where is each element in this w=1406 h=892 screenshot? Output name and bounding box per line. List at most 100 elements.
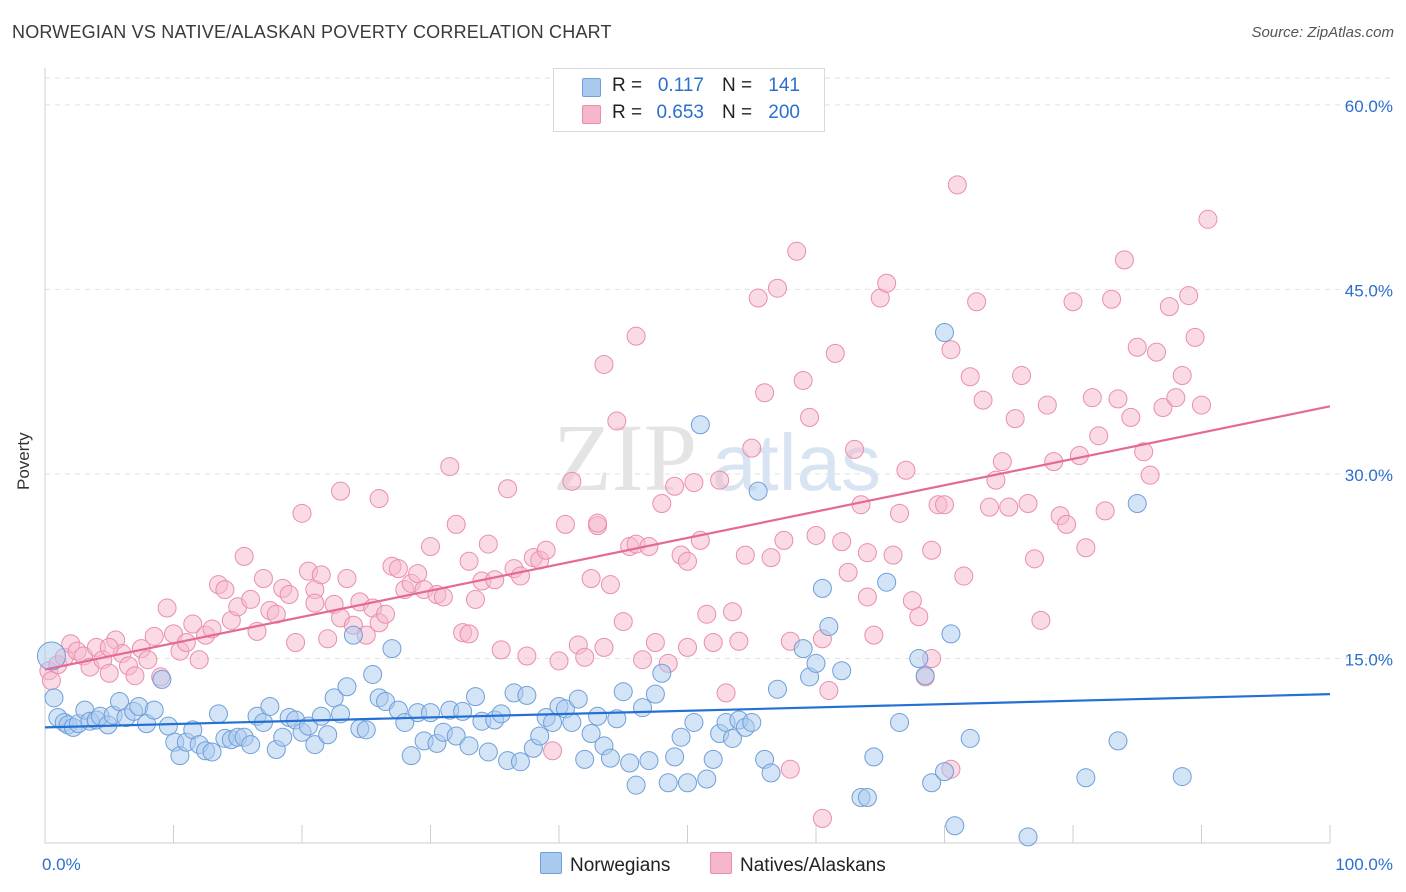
native-point [755,383,775,403]
native-point [305,593,325,613]
norwegian-point [767,679,787,699]
norwegian-point [742,712,762,732]
native-point [967,292,987,312]
norwegian-point [382,639,402,659]
legend-r-value: 0.117 [657,75,704,96]
native-point [787,241,807,261]
native-point [800,407,820,427]
native-point [536,540,556,560]
native-point [581,569,601,589]
legend-n-value: 141 [768,75,800,96]
legend-r-label: R = [612,75,643,96]
native-point [845,439,865,459]
native-point [331,481,351,501]
norwegian-point [890,712,910,732]
native-point [710,470,730,490]
norwegian-point [152,669,172,689]
native-point [613,612,633,632]
native-point [806,525,826,545]
native-point [960,367,980,387]
native-point [1012,366,1032,386]
native-point [1185,327,1205,347]
norwegian-point [581,724,601,744]
norwegian-point [331,704,351,724]
native-point [761,548,781,568]
native-point [138,650,158,670]
native-point [1134,442,1154,462]
bottom-legend-swatch-natives [710,852,732,874]
native-point [857,587,877,607]
norwegian-point [793,639,813,659]
legend-n-label: N = [722,75,753,96]
native-point [1114,250,1134,270]
norwegian-point [633,698,653,718]
native-point [440,457,460,477]
norwegian-point [678,773,697,793]
native-point [549,651,569,671]
native-point [767,278,787,298]
norwegian-point [588,706,608,726]
native-point [838,562,858,582]
native-point [722,602,742,622]
native-point [652,493,672,513]
norwegian-point [684,712,704,732]
native-point [1018,493,1038,513]
norwegian-point [620,753,640,773]
norwegian-point [562,712,582,732]
norwegian-point [941,624,961,644]
norwegian-point [465,687,485,707]
norwegian-point [36,641,66,671]
native-point [279,585,299,605]
native-point [99,663,119,683]
native-point [543,741,563,761]
native-point [594,637,614,657]
native-point [678,637,697,657]
native-point [41,671,61,691]
norwegian-point [748,481,768,501]
native-point [999,497,1019,517]
norwegian-point [318,725,338,745]
norwegian-point [273,727,293,747]
norwegian-point [864,747,884,767]
norwegian-point [311,706,331,726]
native-point [1121,407,1141,427]
norwegian-point [208,704,228,724]
norwegian-point [697,769,717,789]
norwegian-point [761,763,781,783]
legend-row-norwegians: R = 0.117 N = 141 [554,74,824,100]
native-point [992,452,1012,472]
native-point [286,632,306,652]
native-point [1005,409,1025,429]
norwegian-point [806,653,826,673]
native-point [1024,549,1044,569]
native-point [600,575,620,595]
native-point [1057,514,1077,534]
norwegian-point [478,742,498,762]
norwegian-point [510,752,530,772]
norwegian-point [1127,493,1147,513]
native-point [729,631,749,651]
norwegian-point [600,748,620,768]
norwegian-point [343,625,363,645]
native-point [433,587,453,607]
native-point [941,340,961,360]
native-point [645,632,665,652]
native-point [1179,286,1199,306]
native-point [189,650,209,670]
legend-swatch-norwegians [582,78,601,97]
native-point [459,624,479,644]
native-point [292,503,312,523]
norwegian-point [645,684,665,704]
native-point [421,537,440,557]
native-point [575,647,595,667]
native-point [1102,289,1122,309]
native-point [935,495,954,515]
norwegian-point [658,773,678,793]
native-point [459,551,479,571]
native-point [337,569,357,589]
norwegian-point [909,648,929,668]
native-point [633,650,653,670]
norwegian-point [459,736,479,756]
native-point [478,534,498,554]
